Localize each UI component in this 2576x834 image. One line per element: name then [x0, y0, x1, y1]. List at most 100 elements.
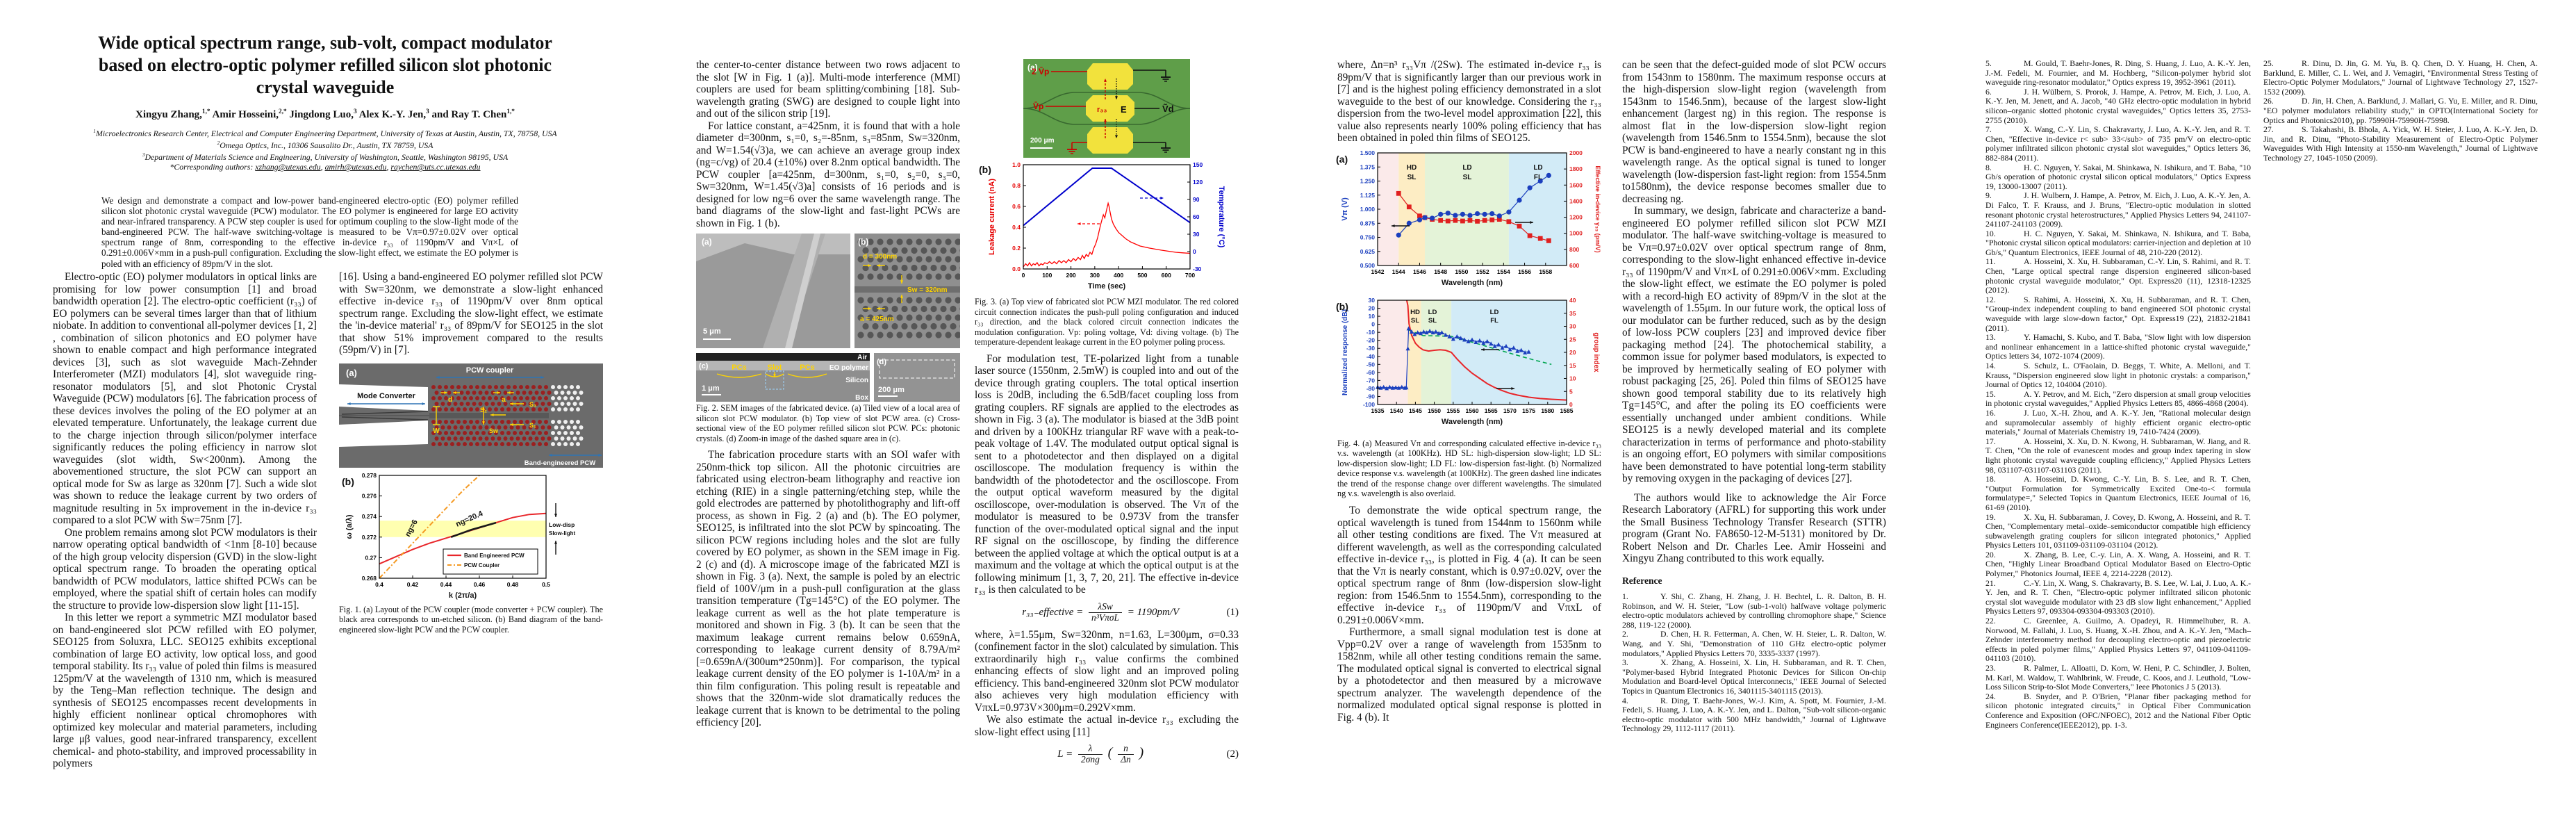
svg-text:EO polymer: EO polymer — [829, 364, 868, 372]
svg-text:d: d — [448, 396, 452, 404]
svg-text:1.0: 1.0 — [1012, 161, 1021, 168]
svg-text:-30: -30 — [1193, 265, 1202, 272]
svg-text:1000: 1000 — [1569, 229, 1583, 236]
svg-text:1.375: 1.375 — [1360, 163, 1376, 170]
svg-text:S₃: S₃ — [529, 401, 536, 408]
figure-3b-leakage-chart: 0 100 200 300 400 500 600 700 0.0 0.2 0.4 0.6 0.8 1.0… — [975, 158, 1239, 297]
reference-item: 19. X. Xu, H. Subbaraman, J. Covey, D. Kw… — [1985, 512, 2251, 550]
reference-item: 10. H. C. Nguyen, Y. Sakai, M. Shinkawa, … — [1985, 228, 2251, 257]
paragraph: where, Δn=n³ r₃₃Vπ /(2Sw). The estimated… — [1337, 59, 1601, 144]
email-link[interactable]: xzhang@utexas.edu — [255, 162, 321, 172]
title-block: Wide optical spectrum range, sub-volt, c… — [82, 32, 568, 172]
svg-text:Wavelength (nm): Wavelength (nm) — [1442, 279, 1503, 287]
svg-text:S₁: S₁ — [529, 422, 536, 429]
svg-text:600: 600 — [1569, 262, 1579, 269]
vpi-wavelength-chart: 1542 1544 1546 1548 1550 1552 1554 1556 1558 0.50… — [1336, 149, 1601, 287]
svg-text:600: 600 — [1162, 272, 1171, 279]
paragraph: where, λ=1.55μm, Sw=320nm, n=1.63, L=300… — [975, 628, 1239, 714]
svg-text:1 μm: 1 μm — [702, 384, 720, 393]
svg-text:0: 0 — [1022, 272, 1025, 279]
svg-text:1545: 1545 — [1409, 407, 1422, 414]
svg-text:(b): (b) — [979, 164, 991, 175]
paragraph: Electro-optic (EO) polymer modulators in… — [53, 271, 317, 526]
svg-text:Sw: Sw — [489, 427, 499, 434]
svg-text:0.8: 0.8 — [1012, 182, 1021, 189]
svg-text:1552: 1552 — [1476, 268, 1489, 275]
svg-text:1544: 1544 — [1392, 268, 1405, 275]
svg-text:E: E — [1121, 104, 1127, 115]
svg-text:Low-disp: Low-disp — [549, 521, 575, 528]
reference-item: 27. S. Takahashi, B. Bhola, A. Yick, W. H… — [2263, 124, 2538, 163]
svg-text:2 V̄p: 2 V̄p — [1032, 67, 1049, 76]
column-5: where, Δn=n³ r₃₃Vπ /(2Sw). The estimated… — [1336, 59, 1601, 723]
paragraph: For lattice constant, a=425nm, it is fou… — [696, 120, 960, 229]
svg-text:120: 120 — [1193, 179, 1203, 186]
svg-text:1.125: 1.125 — [1360, 191, 1376, 198]
column-4: (a) 2 V̄p V̄p r₃₃ E Ṽd 200 μm 0 100 200 300 400 500… — [975, 59, 1239, 771]
svg-text:30: 30 — [1369, 297, 1376, 304]
svg-text:S₂: S₂ — [480, 407, 487, 414]
svg-text:Ṽd: Ṽd — [1162, 104, 1174, 114]
paragraph: can be seen that the defect-guided mode … — [1622, 59, 1886, 205]
svg-text:0.500: 0.500 — [1360, 262, 1376, 269]
svg-text:200 μm: 200 μm — [878, 386, 905, 394]
svg-text:Sw = 320nm: Sw = 320nm — [907, 286, 948, 294]
svg-text:1.250: 1.250 — [1360, 177, 1376, 184]
reference-item: 13. Y. Hamachi, S. Kubo, and T. Baba, "Sl… — [1985, 332, 2251, 361]
email-link[interactable]: amirh@utexas.edu — [324, 162, 387, 172]
reference-item: 7. X. Wang, C.-Y. Lin, S. Chakravarty, J.… — [1985, 124, 2251, 163]
svg-text:Wavelength (nm): Wavelength (nm) — [1442, 418, 1503, 426]
svg-text:200 μm: 200 μm — [1030, 137, 1055, 145]
svg-text:10: 10 — [1369, 313, 1376, 320]
reference-item: 11. A. Hosseini, X. Xu, H. Subbaraman, C.… — [1985, 256, 2251, 295]
svg-text:SL: SL — [1463, 174, 1472, 181]
svg-text:1555: 1555 — [1446, 407, 1460, 414]
svg-text:Box: Box — [855, 394, 868, 402]
svg-text:a = 425nm: a = 425nm — [860, 316, 894, 323]
reference-item: 6. J. H. Wülbern, S. Prorok, J. Hampe, A.… — [1985, 86, 2251, 125]
reference-item: 3. X. Zhang, A. Hosseini, X. Lin, H. Subb… — [1622, 657, 1886, 696]
paragraph: We also estimate the actual in-device r₃… — [975, 714, 1239, 738]
svg-text:0.2: 0.2 — [1012, 245, 1021, 252]
author: Alex K.-Y. Jen,3 — [358, 108, 429, 120]
column-7: 5. M. Gould, T. Baehr-Jones, R. Ding, S. … — [1985, 58, 2251, 730]
affiliations: 1Microelectronics Research Center, Elect… — [82, 126, 568, 172]
reference-item: 17. A. Hosseini, X. Xu, D. N. Kwong, H. S… — [1985, 436, 2251, 475]
svg-text:ω (a/λ): ω (a/λ) — [345, 514, 354, 539]
svg-text:400: 400 — [1114, 272, 1123, 279]
svg-text:0.268: 0.268 — [362, 575, 377, 582]
svg-text:-10: -10 — [1367, 329, 1376, 336]
svg-text:1540: 1540 — [1390, 407, 1403, 414]
paragraph: The fabrication procedure starts with an… — [696, 449, 960, 729]
svg-text:0.750: 0.750 — [1360, 234, 1376, 240]
svg-text:-90: -90 — [1367, 393, 1376, 400]
svg-text:(c): (c) — [699, 362, 709, 370]
svg-text:100: 100 — [1042, 272, 1052, 279]
svg-text:Silicon: Silicon — [845, 377, 868, 384]
svg-text:1200: 1200 — [1569, 213, 1583, 220]
reference-item: 9. J. H. Wulbern, J. Hampe, A. Petrov, M.… — [1985, 190, 2251, 229]
reference-item: 18. A. Hosseini, D. Kwong, C.-Y. Lin, B. … — [1985, 474, 2251, 512]
paragraph: One problem remains among slot PCW modul… — [53, 526, 317, 612]
svg-text:0.0: 0.0 — [1012, 265, 1021, 272]
reference-item: 25. R. Dinu, D. Jin, G. M. Yu, B. Q. Chen… — [2263, 58, 2538, 97]
reference-item: 8. H. C. Nguyen, Y. Sakai, M. Shinkawa, N… — [1985, 162, 2251, 191]
svg-text:Mode Converter: Mode Converter — [357, 392, 415, 400]
svg-text:5: 5 — [1569, 388, 1573, 395]
author: Amir Hosseini,2,* — [212, 108, 287, 120]
svg-text:Air: Air — [857, 354, 867, 361]
svg-text:10: 10 — [1569, 375, 1576, 382]
svg-text:FL: FL — [1490, 317, 1498, 325]
svg-text:15: 15 — [1569, 361, 1576, 368]
svg-text:30: 30 — [1193, 231, 1200, 238]
email-link[interactable]: raychen@uts.cc.utexas.edu — [390, 162, 481, 172]
svg-text:PCW coupler: PCW coupler — [466, 366, 514, 375]
svg-text:PCW Coupler: PCW Coupler — [464, 562, 499, 569]
affiliation-1: 1Microelectronics Research Center, Elect… — [93, 128, 557, 138]
svg-text:LD: LD — [1462, 164, 1471, 172]
reference-item: 12. S. Rahimi, A. Hosseini, X. Xu, H. Sub… — [1985, 294, 2251, 333]
svg-text:r₃₃: r₃₃ — [1097, 106, 1107, 114]
svg-text:1585: 1585 — [1560, 407, 1574, 414]
paragraph: Furthermore, a small signal modulation t… — [1337, 626, 1601, 723]
svg-text:Effective in-device γ₃₃ (pm/V): Effective in-device γ₃₃ (pm/V) — [1594, 165, 1601, 252]
